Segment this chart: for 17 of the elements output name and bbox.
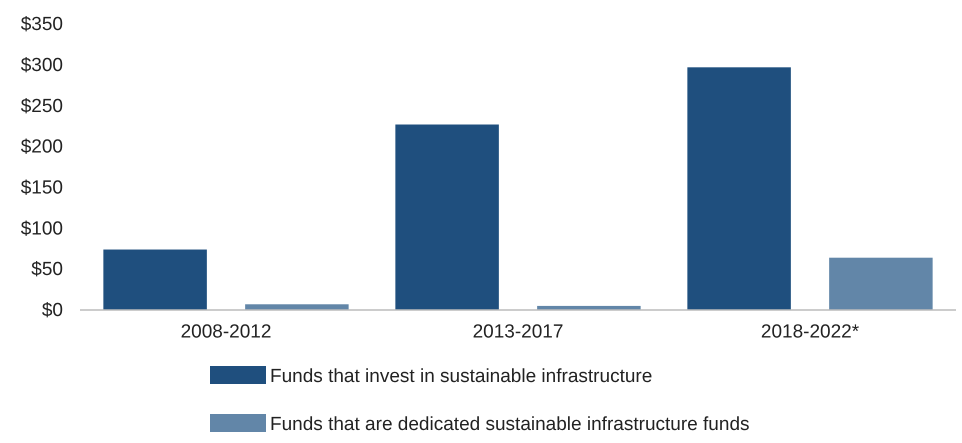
x-tick-label: 2013-2017 xyxy=(472,321,564,342)
y-tick-label: $300 xyxy=(20,54,63,76)
legend-label: Funds that invest in sustainable infrastructure xyxy=(270,366,652,387)
y-tick-label: $0 xyxy=(42,300,63,322)
bar xyxy=(829,258,933,310)
x-tick-label: 2018-2022* xyxy=(760,321,860,342)
x-tick-label: 2008-2012 xyxy=(180,321,272,342)
y-tick-label: $200 xyxy=(20,136,63,158)
y-tick-label: $150 xyxy=(20,178,63,199)
legend-label: Funds that are dedicated sustainable infrastructure funds xyxy=(270,414,750,435)
y-tick-label: $350 xyxy=(20,14,63,36)
y-tick-label: $50 xyxy=(31,259,63,280)
bar xyxy=(103,250,207,310)
bar xyxy=(395,124,499,310)
y-tick-label: $250 xyxy=(20,96,63,117)
y-tick-label: $100 xyxy=(20,218,63,240)
bar xyxy=(687,67,791,310)
